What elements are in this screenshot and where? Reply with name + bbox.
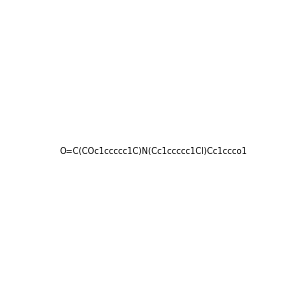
Text: O=C(COc1ccccc1C)N(Cc1ccccc1Cl)Cc1ccco1: O=C(COc1ccccc1C)N(Cc1ccccc1Cl)Cc1ccco1: [60, 147, 248, 156]
